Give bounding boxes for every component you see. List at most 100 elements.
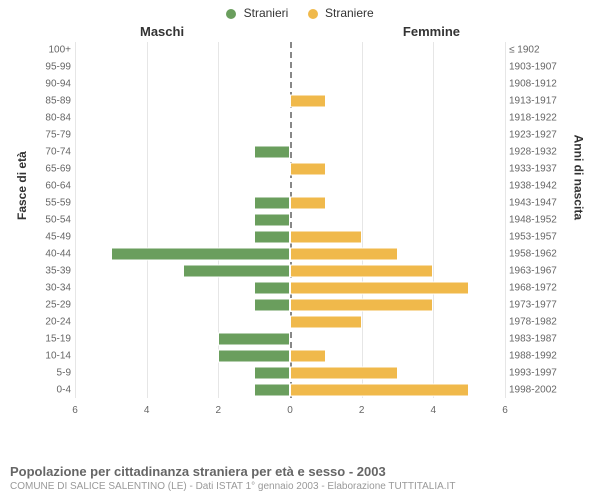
- pyramid-row: 100+≤ 1902: [75, 43, 505, 57]
- chart-area: Maschi Femmine Fasce di età Anni di nasc…: [20, 20, 580, 420]
- bar-female: [290, 366, 398, 379]
- birth-year-label: 1998-2002: [509, 384, 557, 395]
- footer-subtitle: COMUNE DI SALICE SALENTINO (LE) - Dati I…: [10, 481, 590, 492]
- birth-year-label: 1903-1907: [509, 62, 557, 73]
- birth-year-label: 1968-1972: [509, 282, 557, 293]
- age-label: 35-39: [45, 265, 71, 276]
- age-label: 95-99: [45, 62, 71, 73]
- age-label: 85-89: [45, 96, 71, 107]
- age-label: 75-79: [45, 130, 71, 141]
- age-label: 45-49: [45, 231, 71, 242]
- col-header-male: Maschi: [140, 24, 184, 39]
- birth-year-label: 1993-1997: [509, 367, 557, 378]
- bar-male: [183, 264, 291, 277]
- pyramid-row: 40-441958-1962: [75, 247, 505, 261]
- pyramid-row: 30-341968-1972: [75, 281, 505, 295]
- pyramid-row: 20-241978-1982: [75, 315, 505, 329]
- gridline: [505, 42, 506, 398]
- age-label: 70-74: [45, 147, 71, 158]
- pyramid-row: 15-191983-1987: [75, 332, 505, 346]
- birth-year-label: 1988-1992: [509, 350, 557, 361]
- birth-year-label: ≤ 1902: [509, 45, 540, 56]
- bar-male: [254, 281, 290, 294]
- birth-year-label: 1938-1942: [509, 181, 557, 192]
- pyramid-row: 95-991903-1907: [75, 60, 505, 74]
- age-label: 30-34: [45, 282, 71, 293]
- birth-year-label: 1983-1987: [509, 333, 557, 344]
- age-label: 20-24: [45, 316, 71, 327]
- legend: Stranieri Straniere: [0, 0, 600, 20]
- age-label: 10-14: [45, 350, 71, 361]
- age-label: 90-94: [45, 79, 71, 90]
- pyramid-row: 65-691933-1937: [75, 162, 505, 176]
- birth-year-label: 1963-1967: [509, 265, 557, 276]
- bar-male: [254, 298, 290, 311]
- x-tick: 4: [431, 405, 437, 416]
- legend-label-female: Straniere: [325, 6, 374, 20]
- pyramid-row: 55-591943-1947: [75, 196, 505, 210]
- birth-year-label: 1918-1922: [509, 113, 557, 124]
- birth-year-label: 1973-1977: [509, 299, 557, 310]
- bar-female: [290, 383, 469, 396]
- legend-item-female: Straniere: [308, 6, 374, 20]
- pyramid-row: 85-891913-1917: [75, 94, 505, 108]
- x-tick: 2: [359, 405, 365, 416]
- birth-year-label: 1928-1932: [509, 147, 557, 158]
- bar-male: [218, 349, 290, 362]
- x-tick: 4: [144, 405, 150, 416]
- age-label: 25-29: [45, 299, 71, 310]
- age-label: 50-54: [45, 215, 71, 226]
- bar-female: [290, 95, 326, 108]
- x-tick: 6: [72, 405, 78, 416]
- y-axis-label-right: Anni di nascita: [571, 135, 585, 220]
- bar-female: [290, 197, 326, 210]
- age-label: 55-59: [45, 198, 71, 209]
- age-label: 15-19: [45, 333, 71, 344]
- birth-year-label: 1908-1912: [509, 79, 557, 90]
- bar-female: [290, 247, 398, 260]
- birth-year-label: 1923-1927: [509, 130, 557, 141]
- footer: Popolazione per cittadinanza straniera p…: [10, 464, 590, 492]
- age-label: 0-4: [57, 384, 71, 395]
- pyramid-row: 50-541948-1952: [75, 213, 505, 227]
- birth-year-label: 1978-1982: [509, 316, 557, 327]
- pyramid-row: 80-841918-1922: [75, 111, 505, 125]
- pyramid-row: 70-741928-1932: [75, 145, 505, 159]
- pyramid-row: 5-91993-1997: [75, 366, 505, 380]
- x-tick: 0: [287, 405, 293, 416]
- footer-title: Popolazione per cittadinanza straniera p…: [10, 464, 590, 479]
- pyramid-row: 75-791923-1927: [75, 128, 505, 142]
- pyramid-row: 90-941908-1912: [75, 77, 505, 91]
- bar-female: [290, 163, 326, 176]
- pyramid-row: 10-141988-1992: [75, 349, 505, 363]
- y-axis-label-left: Fasce di età: [15, 151, 29, 220]
- bar-male: [254, 383, 290, 396]
- pyramid-row: 25-291973-1977: [75, 298, 505, 312]
- pyramid-row: 60-641938-1942: [75, 179, 505, 193]
- plot: 6420246100+≤ 190295-991903-190790-941908…: [75, 42, 505, 398]
- bar-male: [254, 214, 290, 227]
- bar-female: [290, 298, 433, 311]
- birth-year-label: 1958-1962: [509, 248, 557, 259]
- age-label: 80-84: [45, 113, 71, 124]
- legend-dot-female: [308, 9, 318, 19]
- age-label: 40-44: [45, 248, 71, 259]
- bar-female: [290, 230, 362, 243]
- birth-year-label: 1913-1917: [509, 96, 557, 107]
- bar-female: [290, 281, 469, 294]
- pyramid-row: 35-391963-1967: [75, 264, 505, 278]
- x-tick: 6: [502, 405, 508, 416]
- bar-male: [254, 146, 290, 159]
- birth-year-label: 1943-1947: [509, 198, 557, 209]
- birth-year-label: 1933-1937: [509, 164, 557, 175]
- age-label: 5-9: [57, 367, 71, 378]
- age-label: 60-64: [45, 181, 71, 192]
- pyramid-row: 0-41998-2002: [75, 383, 505, 397]
- birth-year-label: 1948-1952: [509, 215, 557, 226]
- age-label: 100+: [48, 45, 71, 56]
- bar-female: [290, 264, 433, 277]
- bar-male: [254, 230, 290, 243]
- bar-male: [254, 197, 290, 210]
- bar-male: [111, 247, 290, 260]
- x-tick: 2: [216, 405, 222, 416]
